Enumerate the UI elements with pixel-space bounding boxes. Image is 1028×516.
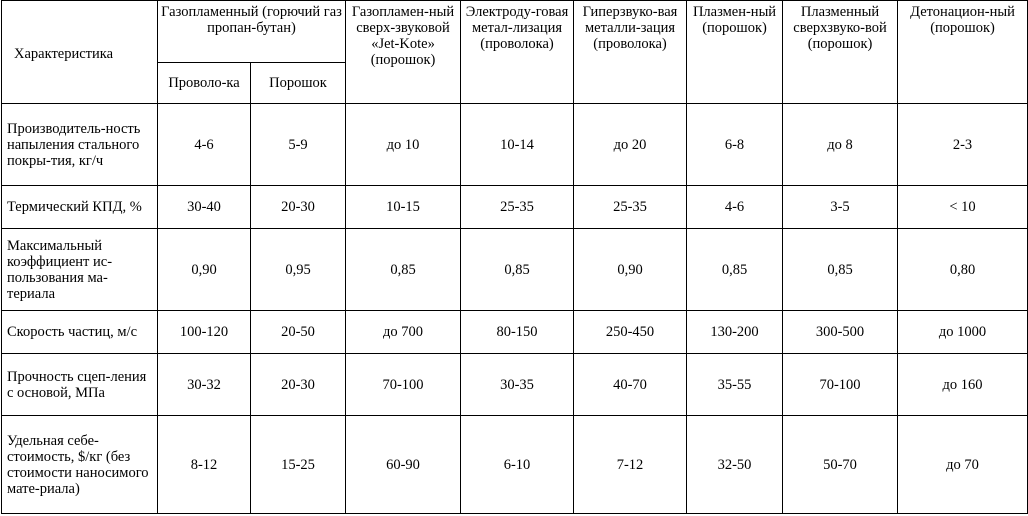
table-cell: 30-40 xyxy=(157,185,251,229)
table-cell: 130-200 xyxy=(686,310,784,354)
table-cell: 20-50 xyxy=(249,310,347,354)
row-label: Прочность сцеп-ления с основой, МПа xyxy=(1,353,158,416)
table-cell: 0,80 xyxy=(897,228,1028,311)
table-cell: 32-50 xyxy=(686,415,784,514)
table-cell: 5-9 xyxy=(249,103,347,186)
table-cell: 70-100 xyxy=(345,353,462,416)
table-cell: 6-10 xyxy=(460,415,575,514)
table-cell: 300-500 xyxy=(782,310,899,354)
table-cell: 100-120 xyxy=(157,310,251,354)
table-cell: 10-14 xyxy=(460,103,575,186)
header-gas-flame: Газопламенный (горючий газ пропан-бутан) xyxy=(156,0,347,63)
table-cell: 2-3 xyxy=(897,103,1028,186)
header-sub-powder: Порошок xyxy=(249,62,347,104)
table-cell: 250-450 xyxy=(573,310,688,354)
header-characteristic: Характеристика xyxy=(1,0,158,104)
table-cell: 20-30 xyxy=(249,353,347,416)
table-cell: 3-5 xyxy=(782,185,899,229)
table-cell: 20-30 xyxy=(249,185,347,229)
table-cell: 0,85 xyxy=(460,228,575,311)
row-label: Удельная себе-стоимость, $/кг (без стоим… xyxy=(1,415,158,514)
table-cell: до 700 xyxy=(345,310,462,354)
header-sub-wire: Проволо-ка xyxy=(157,62,251,104)
header-method-arc: Электроду-говая метал-лизация (проволока… xyxy=(460,0,575,104)
table-cell: 7-12 xyxy=(573,415,688,514)
table-cell: 35-55 xyxy=(686,353,784,416)
table-cell: до 160 xyxy=(897,353,1028,416)
header-method-plasma-supersonic: Плазменный сверхзвуко-вой (порошок) xyxy=(782,0,899,104)
table-row: Производитель-ность напыления стального … xyxy=(1,103,1028,186)
table-cell: 50-70 xyxy=(782,415,899,514)
table-cell: < 10 xyxy=(897,185,1028,229)
table-cell: 0,90 xyxy=(573,228,688,311)
table-cell: 6-8 xyxy=(686,103,784,186)
row-label: Производитель-ность напыления стального … xyxy=(1,103,158,186)
table-cell: до 70 xyxy=(897,415,1028,514)
table-cell: 0,95 xyxy=(249,228,347,311)
table-row: Максимальный коэффициент ис-пользования … xyxy=(1,228,1028,311)
table-cell: до 8 xyxy=(782,103,899,186)
table-cell: 4-6 xyxy=(157,103,251,186)
header-method-plasma: Плазмен-ный (порошок) xyxy=(686,0,784,104)
table-cell: 10-15 xyxy=(345,185,462,229)
table-cell: до 1000 xyxy=(897,310,1028,354)
table-cell: 25-35 xyxy=(573,185,688,229)
table-cell: 25-35 xyxy=(460,185,575,229)
table-cell: 4-6 xyxy=(686,185,784,229)
row-label: Скорость частиц, м/с xyxy=(1,310,158,354)
table-cell: 70-100 xyxy=(782,353,899,416)
table-cell: 30-35 xyxy=(460,353,575,416)
table-cell: 40-70 xyxy=(573,353,688,416)
table-cell: 0,85 xyxy=(686,228,784,311)
header-method-jet-kote: Газопламен-ный сверх-звуковой «Jet-Kote»… xyxy=(345,0,462,104)
header-method-detonation: Детонацион-ный (порошок) xyxy=(897,0,1028,104)
row-label: Максимальный коэффициент ис-пользования … xyxy=(1,228,158,311)
table-row: Термический КПД, % 30-40 20-30 10-15 25-… xyxy=(1,185,1028,229)
header-method-hypersonic: Гиперзвуко-вая металли-зация (проволока) xyxy=(573,0,688,104)
table-cell: 0,85 xyxy=(345,228,462,311)
table-cell: 0,85 xyxy=(782,228,899,311)
table-cell: 15-25 xyxy=(249,415,347,514)
row-label: Термический КПД, % xyxy=(1,185,158,229)
table-cell: до 20 xyxy=(573,103,688,186)
table-cell: до 10 xyxy=(345,103,462,186)
table-cell: 30-32 xyxy=(157,353,251,416)
table-row: Прочность сцеп-ления с основой, МПа 30-3… xyxy=(1,353,1028,416)
table-row: Скорость частиц, м/с 100-120 20-50 до 70… xyxy=(1,310,1028,354)
table-cell: 0,90 xyxy=(157,228,251,311)
table-cell: 8-12 xyxy=(157,415,251,514)
table-cell: 60-90 xyxy=(345,415,462,514)
table-cell: 80-150 xyxy=(460,310,575,354)
table-row: Удельная себе-стоимость, $/кг (без стоим… xyxy=(1,415,1028,514)
